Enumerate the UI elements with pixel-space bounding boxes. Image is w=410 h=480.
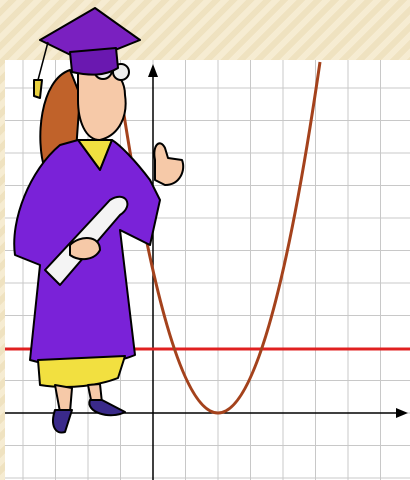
scene (0, 0, 410, 480)
page: (() => { const svg = document.querySelec… (0, 0, 410, 480)
